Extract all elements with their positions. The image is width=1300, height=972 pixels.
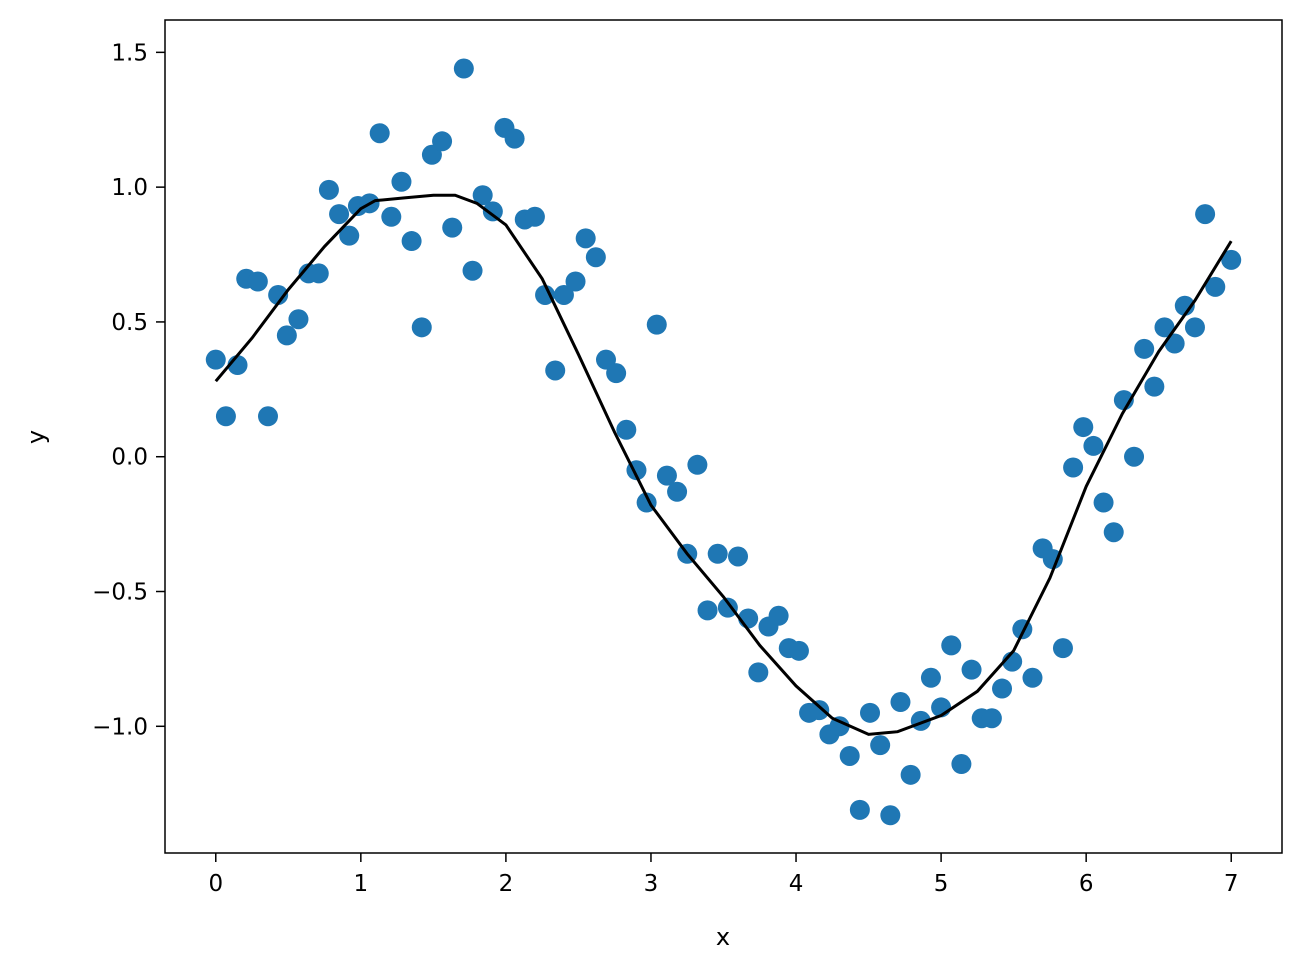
data-point	[788, 640, 809, 661]
data-point	[268, 284, 289, 305]
x-tick-label: 3	[644, 871, 659, 897]
data-point	[472, 185, 493, 206]
data-point	[482, 201, 503, 222]
data-point	[1221, 249, 1242, 270]
data-point	[860, 702, 881, 723]
y-tick-label: 0.5	[111, 310, 148, 336]
data-point	[1154, 317, 1175, 338]
data-point	[1184, 317, 1205, 338]
y-tick-label: 1.5	[111, 40, 148, 66]
x-axis-ticks: 0 1 2 3 4 5 6 7	[208, 853, 1239, 897]
x-tick-label: 6	[1079, 871, 1094, 897]
data-point	[697, 600, 718, 621]
data-point	[920, 667, 941, 688]
data-point	[288, 309, 309, 330]
data-point	[1144, 376, 1165, 397]
data-point	[1093, 492, 1114, 513]
data-point	[453, 58, 474, 79]
data-point	[1063, 457, 1084, 478]
data-point	[667, 481, 688, 502]
data-point	[849, 799, 870, 820]
fit-line	[214, 193, 1233, 736]
data-point	[369, 123, 390, 144]
data-point	[553, 284, 574, 305]
x-tick-label: 0	[208, 871, 223, 897]
y-tick-label: 0.0	[111, 445, 148, 471]
data-point	[1073, 417, 1094, 438]
data-point	[545, 360, 566, 381]
data-point	[215, 406, 236, 427]
data-point	[728, 546, 749, 567]
data-point	[318, 179, 339, 200]
data-point	[504, 128, 525, 149]
x-tick-label: 7	[1224, 871, 1239, 897]
data-point	[1134, 338, 1155, 359]
data-point	[1052, 638, 1073, 659]
y-axis-label: y	[22, 430, 50, 444]
data-point	[1103, 522, 1124, 543]
data-point	[381, 206, 402, 227]
data-point	[748, 662, 769, 683]
data-point	[707, 543, 728, 564]
data-point	[646, 314, 667, 335]
data-point	[1083, 435, 1104, 456]
data-point	[391, 171, 412, 192]
y-tick-label: 1.0	[111, 175, 148, 201]
x-tick-label: 2	[499, 871, 514, 897]
data-point	[535, 284, 556, 305]
data-point	[575, 228, 596, 249]
data-point	[401, 231, 422, 252]
data-point	[839, 745, 860, 766]
data-point	[276, 325, 297, 346]
x-tick-label: 4	[789, 871, 804, 897]
x-tick-label: 1	[354, 871, 369, 897]
data-point	[308, 263, 329, 284]
data-point	[606, 363, 627, 384]
data-point	[1195, 204, 1216, 225]
data-point	[809, 700, 830, 721]
data-point	[616, 419, 637, 440]
data-point	[339, 225, 360, 246]
data-point	[951, 754, 972, 775]
plot-frame	[164, 19, 1283, 854]
data-point	[656, 465, 677, 486]
data-point	[1205, 276, 1226, 297]
plot-area	[165, 20, 1282, 853]
data-point	[432, 131, 453, 152]
data-point	[880, 805, 901, 826]
data-point	[411, 317, 432, 338]
data-point	[870, 735, 891, 756]
data-point	[247, 271, 268, 292]
data-point	[687, 454, 708, 475]
x-tick-label: 5	[934, 871, 949, 897]
data-point	[992, 678, 1013, 699]
data-point	[257, 406, 278, 427]
data-point	[900, 764, 921, 785]
data-point	[1022, 667, 1043, 688]
data-point	[829, 716, 850, 737]
y-axis-ticks: −1.0 −0.5 0.0 0.5 1.0 1.5	[92, 40, 165, 740]
data-point	[524, 206, 545, 227]
x-axis-label: x	[716, 923, 730, 951]
data-point	[941, 635, 962, 656]
data-point	[462, 260, 483, 281]
data-point	[1124, 446, 1145, 467]
data-point	[981, 708, 1002, 729]
data-point	[717, 597, 738, 618]
data-point	[205, 349, 226, 370]
data-point	[442, 217, 463, 238]
y-tick-label: −0.5	[92, 580, 148, 606]
data-point	[585, 247, 606, 268]
data-point	[565, 271, 586, 292]
data-point	[329, 204, 350, 225]
y-tick-label: −1.0	[92, 714, 148, 740]
data-point	[890, 692, 911, 713]
data-point	[768, 605, 789, 626]
data-point	[961, 659, 982, 680]
data-point	[1174, 295, 1195, 316]
